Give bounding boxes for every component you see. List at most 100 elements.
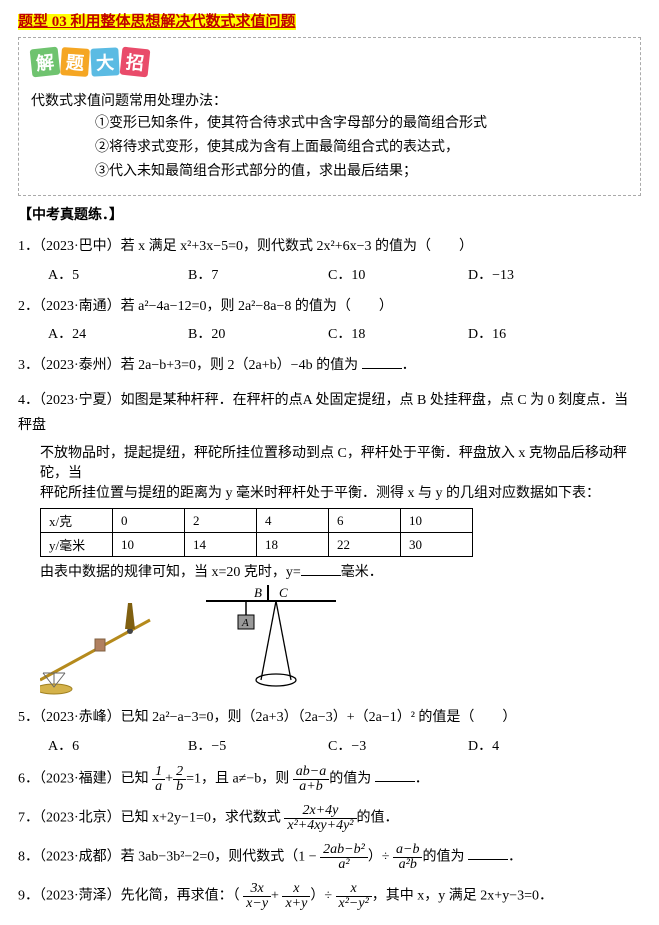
num: 1: [152, 765, 165, 780]
den: x²−y²: [336, 897, 372, 911]
frac: 2b: [173, 765, 186, 794]
label-b: B: [254, 585, 262, 600]
frac: xx+y: [282, 882, 310, 911]
question-6: 6．（2023·福建）已知 1a+2b=1，且 a≠−b，则 ab−aa+b的值…: [18, 765, 641, 794]
cell: 30: [401, 533, 473, 557]
question-8: 8．（2023·成都）若 3ab−3b²−2=0，则代数式（1 − 2ab−b²…: [18, 843, 641, 872]
question-5: 5．（2023·赤峰）已知 2a²−a−3=0，则（2a+3）（2a−3）+（2…: [18, 705, 641, 730]
q1-opt-b: B．7: [188, 264, 328, 284]
blank: [301, 561, 341, 576]
cell: 18: [257, 533, 329, 557]
q1-opt-c: C．10: [328, 264, 468, 284]
q9-mid1: +: [271, 888, 279, 903]
q6-tail: 的值为: [329, 771, 371, 786]
q5-options: A．6 B．−5 C．−3 D．4: [48, 735, 641, 755]
logo-char-1: 解: [30, 47, 61, 78]
den: x−y: [243, 897, 271, 911]
cell: 14: [185, 533, 257, 557]
q1-opt-d: D．−13: [468, 264, 608, 284]
cell: y/毫米: [41, 533, 113, 557]
box-step-3: ③代入未知最简组合形式部分的值，求出最后结果；: [95, 160, 628, 184]
frac: 1a: [152, 765, 165, 794]
cell: 22: [329, 533, 401, 557]
frac: ab−aa+b: [293, 765, 329, 794]
box-step-2: ②将待求式变形，使其成为含有上面最简组合式的表达式，: [95, 136, 628, 160]
q4-tail: 由表中数据的规律可知，当 x=20 克时，y= 毫米．: [40, 561, 641, 581]
den: a²: [320, 858, 368, 872]
q2-opt-a: A．24: [48, 323, 188, 343]
frac: a−ba²b: [393, 843, 422, 872]
section-heading: 【中考真题练．】: [18, 204, 641, 224]
logo-char-3: 大: [90, 47, 119, 76]
q7-tail: 的值．: [357, 810, 399, 825]
box-step-1: ①变形已知条件，使其符合待求式中含字母部分的最简组合形式: [95, 112, 628, 136]
q5-opt-d: D．4: [468, 735, 608, 755]
den: x²+4xy+4y²: [284, 819, 356, 833]
question-4: 4．（2023·宁夏）如图是某种杆秤．在秤杆的点A 处固定提纽，点 B 处挂秤盘…: [18, 388, 641, 438]
q4-figures: B C A: [40, 585, 641, 695]
den: b: [173, 780, 186, 794]
q4-line3: 秤砣所挂位置与提纽的距离为 y 毫米时秤杆处于平衡．测得 x 与 y 的几组对应…: [40, 482, 641, 502]
num: 3x: [243, 882, 271, 897]
logo: 解 题 大 招: [31, 48, 628, 76]
den: a+b: [293, 780, 329, 794]
cell: 6: [329, 509, 401, 533]
frac: 2x+4yx²+4xy+4y²: [284, 804, 356, 833]
frac: 3xx−y: [243, 882, 271, 911]
box-line-intro: 代数式求值问题常用处理办法：: [31, 90, 628, 110]
q6-pre: （2023·福建）已知: [39, 771, 149, 786]
den: a: [152, 780, 165, 794]
cell: 2: [185, 509, 257, 533]
blank: [375, 767, 415, 782]
logo-char-4: 招: [120, 47, 151, 78]
label-c: C: [279, 585, 288, 600]
question-2: 2．（2023·南通）若 a²−4a−12=0，则 2a²−8a−8 的值为（ …: [18, 294, 641, 319]
q4-line2: 不放物品时，提起提纽，秤砣所挂位置移动到点 C，秤杆处于平衡．秤盘放入 x 克物…: [40, 442, 641, 482]
label-a: A: [241, 617, 249, 629]
q5-opt-b: B．−5: [188, 735, 328, 755]
cell: 0: [113, 509, 185, 533]
cell: x/克: [41, 509, 113, 533]
den: a²b: [393, 858, 422, 872]
num: x: [336, 882, 372, 897]
blank: [362, 354, 402, 369]
balance-scale-icon: [40, 595, 170, 695]
q9-pre: （2023·菏泽）先化简，再求值：（: [39, 888, 240, 903]
q5-opt-c: C．−3: [328, 735, 468, 755]
q2-opt-d: D．16: [468, 323, 608, 343]
frac: xx²−y²: [336, 882, 372, 911]
cell: 10: [113, 533, 185, 557]
q8-pre: （2023·成都）若 3ab−3b²−2=0，则代数式（1 −: [39, 849, 317, 864]
page-title: 题型 03 利用整体思想解决代数式求值问题: [18, 10, 641, 31]
table-row: y/毫米 10 14 18 22 30: [41, 533, 473, 557]
q8-tail: 的值为: [422, 849, 464, 864]
q5-text: （2023·赤峰）已知 2a²−a−3=0，则（2a+3）（2a−3）+（2a−…: [39, 710, 516, 725]
q2-opt-c: C．18: [328, 323, 468, 343]
q3-text: （2023·泰州）若 2a−b+3=0，则 2（2a+b）−4b 的值为: [39, 358, 358, 373]
question-9: 9．（2023·菏泽）先化简，再求值：（ 3xx−y+ xx+y）÷ xx²−y…: [18, 882, 641, 911]
logo-char-2: 题: [60, 47, 90, 77]
num: a−b: [393, 843, 422, 858]
q4-tail-text: 由表中数据的规律可知，当 x=20 克时，y=: [40, 565, 301, 580]
q9-mid2: ）÷: [310, 888, 332, 903]
q4-line1: （2023·宁夏）如图是某种杆秤．在秤杆的点A 处固定提纽，点 B 处挂秤盘，点…: [18, 393, 628, 433]
q2-text: （2023·南通）若 a²−4a−12=0，则 2a²−8a−8 的值为（ ）: [39, 299, 393, 314]
cell: 10: [401, 509, 473, 533]
blank: [468, 845, 508, 860]
q2-options: A．24 B．20 C．18 D．16: [48, 323, 641, 343]
steelyard-diagram-icon: B C A: [196, 585, 346, 695]
q7-pre: （2023·北京）已知 x+2y−1=0，求代数式: [39, 810, 281, 825]
q8-mid: ）÷: [368, 849, 390, 864]
q6-mid: =1，且 a≠−b，则: [186, 771, 289, 786]
num: ab−a: [293, 765, 329, 780]
cell: 4: [257, 509, 329, 533]
q9-tail: ，其中 x，y 满足 2x+y−3=0．: [372, 888, 553, 903]
q4-unit: 毫米．: [341, 565, 383, 580]
num: 2: [173, 765, 186, 780]
q1-options: A．5 B．7 C．10 D．−13: [48, 264, 641, 284]
table-row: x/克 0 2 4 6 10: [41, 509, 473, 533]
num: 2ab−b²: [320, 843, 368, 858]
q4-table: x/克 0 2 4 6 10 y/毫米 10 14 18 22 30: [40, 508, 473, 557]
q2-opt-b: B．20: [188, 323, 328, 343]
frac: 2ab−b²a²: [320, 843, 368, 872]
